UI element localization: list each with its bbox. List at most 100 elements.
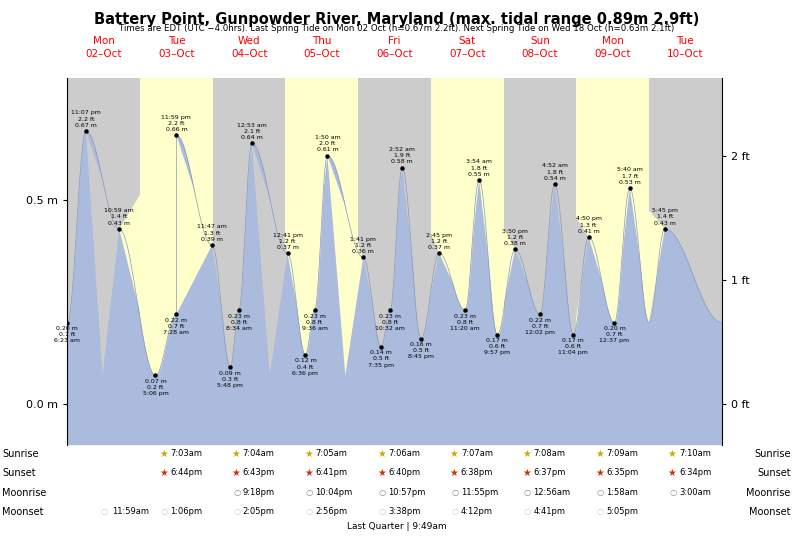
Text: 7:06am: 7:06am [389, 449, 420, 458]
Polygon shape [213, 143, 252, 367]
Bar [358, 78, 431, 445]
Polygon shape [252, 143, 288, 376]
Text: 0.22 m
0.7 ft
7:28 am: 0.22 m 0.7 ft 7:28 am [163, 317, 190, 335]
Text: Thu: Thu [312, 36, 331, 46]
Text: 1:41 pm
1.2 ft
0.36 m: 1:41 pm 1.2 ft 0.36 m [351, 237, 376, 254]
Polygon shape [119, 135, 176, 376]
Text: 5:05pm: 5:05pm [607, 507, 638, 516]
Text: ○: ○ [451, 488, 458, 497]
Text: 11:59am: 11:59am [112, 507, 148, 516]
Text: 10–Oct: 10–Oct [667, 49, 703, 59]
Polygon shape [554, 184, 588, 335]
Text: 4:50 pm
1.3 ft
0.41 m: 4:50 pm 1.3 ft 0.41 m [576, 216, 602, 234]
Text: 0.23 m
0.8 ft
10:32 am: 0.23 m 0.8 ft 10:32 am [375, 314, 405, 331]
Text: 11:47 am
1.3 ft
0.39 m: 11:47 am 1.3 ft 0.39 m [197, 224, 227, 242]
Text: ○: ○ [596, 488, 604, 497]
Text: Mon: Mon [602, 36, 623, 46]
Text: Last Quarter | 9:49am: Last Quarter | 9:49am [347, 522, 446, 531]
Text: ○: ○ [524, 507, 531, 516]
Text: 0.14 m
0.5 ft
7:35 pm: 0.14 m 0.5 ft 7:35 pm [368, 350, 394, 368]
Text: Tue: Tue [676, 36, 694, 46]
Text: Sun: Sun [530, 36, 550, 46]
Text: 0.17 m
0.6 ft
9:57 pm: 0.17 m 0.6 ft 9:57 pm [485, 338, 511, 355]
Text: ★: ★ [450, 449, 458, 459]
Text: 10:59 am
1.4 ft
0.43 m: 10:59 am 1.4 ft 0.43 m [105, 208, 134, 226]
Text: 0.16 m
0.5 ft
8:45 pm: 0.16 m 0.5 ft 8:45 pm [408, 342, 434, 360]
Text: Moonrise: Moonrise [2, 488, 47, 498]
Text: ★: ★ [595, 468, 604, 479]
Text: ○: ○ [233, 507, 240, 516]
Text: 7:07am: 7:07am [461, 449, 493, 458]
Text: 4:52 am
1.8 ft
0.54 m: 4:52 am 1.8 ft 0.54 m [542, 163, 568, 181]
Text: 6:40pm: 6:40pm [389, 468, 420, 478]
Text: 6:35pm: 6:35pm [607, 468, 638, 478]
Text: 6:41pm: 6:41pm [316, 468, 347, 478]
Text: 3:54 am
1.8 ft
0.55 m: 3:54 am 1.8 ft 0.55 m [466, 160, 492, 177]
Text: 09–Oct: 09–Oct [594, 49, 631, 59]
Polygon shape [328, 156, 363, 376]
Text: ★: ★ [523, 449, 531, 459]
Text: 4:41pm: 4:41pm [534, 507, 565, 516]
Text: 12:53 am
2.1 ft
0.64 m: 12:53 am 2.1 ft 0.64 m [237, 123, 266, 140]
Polygon shape [439, 180, 479, 310]
Text: 7:08am: 7:08am [534, 449, 565, 458]
Text: 7:03am: 7:03am [170, 449, 202, 458]
Text: Sat: Sat [458, 36, 476, 46]
Polygon shape [288, 156, 328, 355]
Text: ★: ★ [159, 449, 168, 459]
Text: Battery Point, Gunpowder River, Maryland (max. tidal range 0.89m 2.9ft): Battery Point, Gunpowder River, Maryland… [94, 12, 699, 27]
Text: ○: ○ [378, 488, 386, 497]
Text: 10:57pm: 10:57pm [389, 488, 426, 497]
Text: ★: ★ [377, 468, 386, 479]
Text: 1:06pm: 1:06pm [170, 507, 202, 516]
Text: 0.17 m
0.6 ft
11:04 pm: 0.17 m 0.6 ft 11:04 pm [558, 338, 588, 355]
Text: 0.07 m
0.2 ft
5:06 pm: 0.07 m 0.2 ft 5:06 pm [143, 379, 168, 396]
Text: 7:05am: 7:05am [316, 449, 347, 458]
Text: ○: ○ [596, 507, 604, 516]
Text: 12:56am: 12:56am [534, 488, 571, 497]
Text: 11:55pm: 11:55pm [461, 488, 498, 497]
Text: 03–Oct: 03–Oct [158, 49, 195, 59]
Text: 7:04am: 7:04am [243, 449, 274, 458]
Text: Tue: Tue [167, 36, 186, 46]
Bar [285, 78, 358, 445]
Text: 3:50 pm
1.2 ft
0.38 m: 3:50 pm 1.2 ft 0.38 m [502, 229, 528, 246]
Text: 0.22 m
0.7 ft
12:02 pm: 0.22 m 0.7 ft 12:02 pm [525, 317, 555, 335]
Text: 6:34pm: 6:34pm [679, 468, 711, 478]
Text: 9:18pm: 9:18pm [243, 488, 275, 497]
Text: 5:40 am
1.7 ft
0.53 m: 5:40 am 1.7 ft 0.53 m [617, 168, 642, 185]
Text: Moonrise: Moonrise [746, 488, 791, 498]
Text: ○: ○ [233, 488, 240, 497]
Bar [504, 78, 577, 445]
Text: 08–Oct: 08–Oct [522, 49, 558, 59]
Text: 07–Oct: 07–Oct [449, 49, 485, 59]
Bar [577, 78, 649, 445]
Polygon shape [86, 131, 119, 376]
Text: Sunrise: Sunrise [754, 449, 791, 459]
Text: 3:38pm: 3:38pm [389, 507, 420, 516]
Text: ○: ○ [306, 488, 313, 497]
Text: 0.20 m
0.7 ft
6:23 am: 0.20 m 0.7 ft 6:23 am [55, 326, 80, 343]
Text: 11:07 pm
2.2 ft
0.67 m: 11:07 pm 2.2 ft 0.67 m [71, 110, 101, 128]
Text: Mon: Mon [93, 36, 115, 46]
Text: 7:09am: 7:09am [607, 449, 638, 458]
Polygon shape [479, 180, 515, 335]
Text: ○: ○ [451, 507, 458, 516]
Text: 0.09 m
0.3 ft
5:48 pm: 0.09 m 0.3 ft 5:48 pm [217, 370, 243, 388]
Bar [140, 78, 213, 445]
Text: ★: ★ [595, 449, 604, 459]
Text: ★: ★ [668, 468, 676, 479]
Text: 10:04pm: 10:04pm [316, 488, 353, 497]
Text: 1:58am: 1:58am [607, 488, 638, 497]
Text: 4:12pm: 4:12pm [461, 507, 493, 516]
Text: ○: ○ [160, 507, 168, 516]
Text: 2:45 pm
1.2 ft
0.37 m: 2:45 pm 1.2 ft 0.37 m [426, 233, 452, 250]
Text: Wed: Wed [238, 36, 260, 46]
Text: 2:52 am
1.9 ft
0.58 m: 2:52 am 1.9 ft 0.58 m [389, 147, 416, 164]
Text: 11:59 pm
2.2 ft
0.66 m: 11:59 pm 2.2 ft 0.66 m [162, 114, 191, 132]
Bar [649, 78, 722, 445]
Bar [67, 78, 140, 445]
Text: ★: ★ [523, 468, 531, 479]
Polygon shape [630, 188, 665, 322]
Text: ○: ○ [669, 488, 676, 497]
